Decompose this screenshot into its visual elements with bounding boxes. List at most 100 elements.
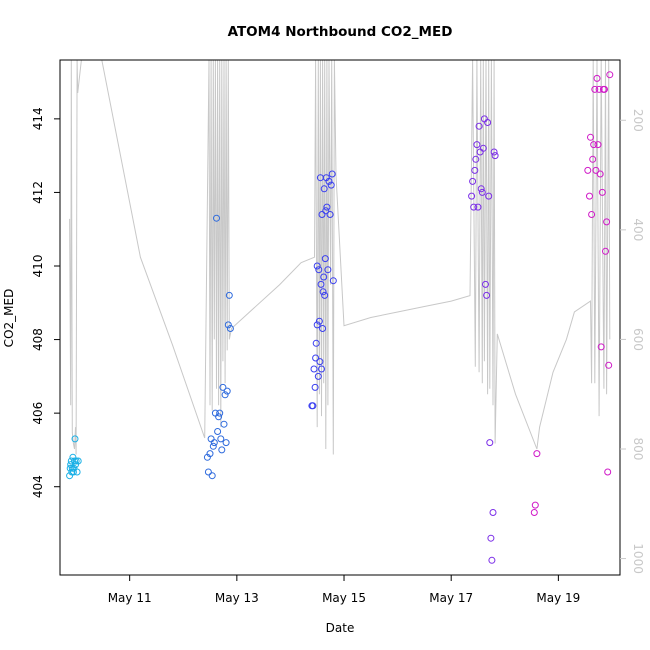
data-point <box>486 439 494 447</box>
x-tick-label: May 19 <box>536 591 580 605</box>
data-point <box>315 266 323 274</box>
data-point <box>321 255 329 263</box>
data-point <box>72 457 80 465</box>
data-point <box>313 321 321 329</box>
x-tick-label: May 17 <box>429 591 473 605</box>
data-point <box>591 85 599 93</box>
data-point <box>478 188 486 196</box>
x-axis: May 11 May 13 May 15 May 17 May 19 <box>108 575 580 605</box>
data-point <box>313 262 321 270</box>
data-point <box>216 409 224 417</box>
data-point <box>328 170 336 178</box>
data-point <box>222 439 230 447</box>
y-tick-label: 412 <box>31 181 45 204</box>
data-point <box>594 141 602 149</box>
data-point <box>317 280 325 288</box>
data-point <box>204 468 212 476</box>
x-tick-label: May 13 <box>215 591 259 605</box>
data-point <box>224 321 232 329</box>
y-tick-label: 410 <box>31 255 45 278</box>
data-point <box>470 203 478 211</box>
data-point <box>208 472 216 480</box>
data-point <box>67 457 75 465</box>
data-point <box>593 74 601 82</box>
data-point <box>595 85 603 93</box>
x-axis-title: Date <box>326 621 355 635</box>
data-point <box>473 141 481 149</box>
secondary-line <box>69 59 611 455</box>
data-point <box>606 71 614 79</box>
data-point <box>474 203 482 211</box>
chart-title: ATOM4 Northbound CO2_MED <box>228 24 453 40</box>
data-point <box>311 383 319 391</box>
data-point <box>484 119 492 126</box>
data-point <box>601 85 608 93</box>
data-point <box>471 166 479 174</box>
data-point <box>475 122 483 130</box>
data-point <box>324 266 332 274</box>
data-point <box>316 358 324 366</box>
data-point <box>310 365 318 373</box>
data-point <box>319 288 327 296</box>
data-point <box>322 207 330 215</box>
data-point <box>206 450 214 458</box>
data-point <box>588 211 596 218</box>
series-0 <box>66 435 82 480</box>
data-point <box>221 391 229 399</box>
y-tick-label: 408 <box>31 328 45 351</box>
data-point <box>214 428 222 435</box>
data-point <box>71 435 79 443</box>
plot-frame <box>59 59 621 576</box>
data-point <box>66 472 74 480</box>
data-point <box>220 420 228 428</box>
y-tick-label: 414 <box>31 107 45 130</box>
data-point <box>314 372 322 380</box>
data-point <box>487 534 495 542</box>
data-point <box>321 291 329 299</box>
data-point <box>531 501 539 509</box>
data-point <box>309 402 317 410</box>
y-axis: 404 406 408 410 412 414 <box>31 107 60 498</box>
data-point <box>320 185 328 193</box>
data-point <box>215 413 223 421</box>
data-point <box>217 435 225 443</box>
scatter-points-layer <box>66 71 614 564</box>
data-point <box>477 185 485 193</box>
data-point <box>327 181 335 189</box>
data-point <box>472 155 480 163</box>
data-point <box>489 509 497 516</box>
data-point <box>603 218 611 226</box>
data-point <box>315 317 323 325</box>
x-tick-label: May 15 <box>322 591 366 605</box>
data-point <box>226 325 234 332</box>
data-point <box>69 468 77 476</box>
y2-tick-label: 800 <box>631 438 645 461</box>
data-point <box>209 442 217 450</box>
data-point <box>490 148 498 156</box>
secondary-line-layer <box>69 59 611 455</box>
data-point <box>225 291 233 299</box>
data-point <box>219 383 227 391</box>
data-point <box>605 361 613 369</box>
data-point <box>479 144 487 152</box>
data-point <box>318 211 326 218</box>
data-point <box>312 354 320 362</box>
y2-tick-label: 1000 <box>631 543 645 574</box>
data-point <box>223 387 231 395</box>
data-point <box>213 214 220 222</box>
data-point <box>485 192 493 200</box>
data-point <box>596 170 604 178</box>
y2-tick-label: 200 <box>631 109 645 132</box>
data-point <box>590 141 598 149</box>
y-tick-label: 406 <box>31 402 45 425</box>
data-point <box>218 446 226 454</box>
data-point <box>597 343 605 351</box>
data-point <box>210 439 218 447</box>
data-point <box>598 188 606 196</box>
y2-tick-label: 400 <box>631 218 645 241</box>
series-3 <box>468 115 499 564</box>
data-point <box>584 166 592 174</box>
data-point <box>604 468 612 476</box>
y-tick-label: 404 <box>31 475 45 498</box>
data-point <box>483 291 491 299</box>
